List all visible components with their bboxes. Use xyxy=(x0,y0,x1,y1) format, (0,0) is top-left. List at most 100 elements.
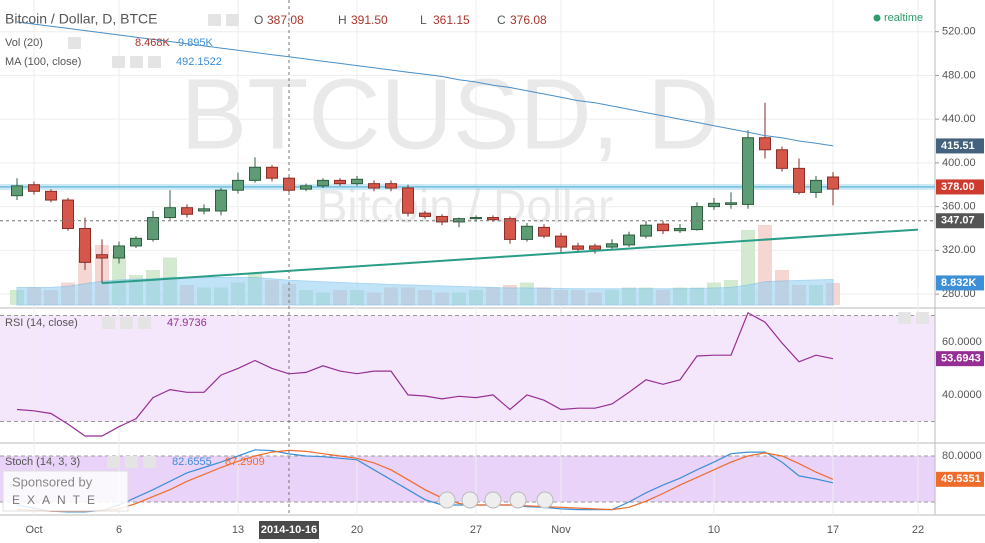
candle-body xyxy=(674,227,686,232)
rsi-line xyxy=(16,311,834,437)
candle-body xyxy=(198,208,210,212)
candle-body xyxy=(62,199,74,229)
x-tick-label: 22 xyxy=(912,524,924,536)
rsi-last: 53.6943 xyxy=(941,353,981,365)
stoch-last: 49.5351 xyxy=(941,473,981,485)
candle-body xyxy=(623,234,635,246)
candle-body xyxy=(776,149,788,169)
candle-body xyxy=(130,237,142,247)
candle-body xyxy=(96,254,108,259)
candle-body xyxy=(45,190,57,201)
ma-last-value: 415.51 xyxy=(941,140,975,152)
candle-body xyxy=(827,176,839,190)
nav-button[interactable] xyxy=(438,491,456,509)
candle-body xyxy=(793,167,805,193)
ohlc-label: H xyxy=(338,13,347,27)
candle-body xyxy=(657,223,669,232)
legend-icon[interactable] xyxy=(107,456,120,468)
candle-body xyxy=(79,227,91,263)
ma-line xyxy=(16,21,834,147)
candle-body xyxy=(334,179,346,185)
stoch-last-badge xyxy=(936,471,984,487)
y-tick-label: 440.00 xyxy=(942,113,976,125)
candle-body xyxy=(147,217,159,240)
candle-body xyxy=(266,166,278,179)
nav-button[interactable] xyxy=(484,491,502,509)
stoch-d-line xyxy=(16,449,834,512)
candle-body xyxy=(640,224,652,237)
y-tick-label: 360.00 xyxy=(942,201,976,213)
legend-icon[interactable] xyxy=(898,312,911,324)
watermark: BTCUSD, D xyxy=(181,58,720,170)
ohlc-value: 391.50 xyxy=(351,13,388,27)
candle-body xyxy=(725,202,737,205)
stoch-k-line xyxy=(16,449,834,513)
legend-icon[interactable] xyxy=(138,317,151,329)
candle-body xyxy=(351,178,363,185)
candle-body xyxy=(368,183,380,189)
rsi-band xyxy=(0,315,935,422)
y-tick-label: 520.00 xyxy=(942,26,976,38)
candle-body xyxy=(555,235,567,248)
ma-last-value-badge xyxy=(936,138,984,154)
sponsor-text: Sponsored by xyxy=(12,474,93,489)
volume-ma-area xyxy=(16,277,834,306)
candle-body xyxy=(708,202,720,208)
ma-legend: MA (100, close) xyxy=(5,56,81,68)
ma-legend-value: 492.1522 xyxy=(176,56,222,68)
candle-body xyxy=(11,185,23,197)
x-tick-label: 6 xyxy=(116,524,122,536)
candle-body xyxy=(810,179,822,193)
candle-body xyxy=(215,189,227,212)
x-tick-label: Oct xyxy=(25,524,42,536)
crosshair-price: 347.07 xyxy=(941,215,975,227)
candle-body xyxy=(164,207,176,219)
x-tick-label: 17 xyxy=(827,524,839,536)
candle-body xyxy=(606,243,618,248)
legend-icon[interactable] xyxy=(102,317,115,329)
ohlc-value: 361.15 xyxy=(433,13,470,27)
candle-body xyxy=(385,183,397,189)
candle-body xyxy=(283,177,295,191)
ohlc-value: 387.08 xyxy=(267,13,304,27)
legend-icon[interactable] xyxy=(130,56,143,68)
stoch-tick-label: 80.0000 xyxy=(942,450,982,462)
sponsor-brand: EXANTE xyxy=(12,493,102,507)
trend-line xyxy=(101,228,919,285)
candle-body xyxy=(113,245,125,259)
x-tick-label: 20 xyxy=(351,524,363,536)
status: realtime xyxy=(884,12,923,24)
nav-button[interactable] xyxy=(461,491,479,509)
legend-icon[interactable] xyxy=(143,456,156,468)
candle-body xyxy=(300,185,312,190)
legend-icon[interactable] xyxy=(916,312,929,324)
crosshair-date-badge xyxy=(259,521,319,539)
rsi-legend: RSI (14, close) xyxy=(5,317,78,329)
legend-icon[interactable] xyxy=(208,14,221,26)
sponsor-box[interactable] xyxy=(2,470,129,512)
legend-icon[interactable] xyxy=(68,37,81,49)
legend-icon[interactable] xyxy=(125,456,138,468)
nav-button[interactable] xyxy=(536,491,554,509)
volume-legend-ma: 9.895K xyxy=(178,37,214,49)
candle-body xyxy=(742,137,754,205)
stoch-legend-k: 82.6555 xyxy=(172,456,212,468)
candle-body xyxy=(521,225,533,240)
candle-body xyxy=(538,226,550,237)
legend-icon[interactable] xyxy=(148,56,161,68)
ohlc-label: O xyxy=(254,13,263,27)
chart-title: Bitcoin / Dollar, D, BTCE xyxy=(5,11,158,27)
legend-icon[interactable] xyxy=(120,317,133,329)
candle-body xyxy=(232,179,244,191)
candle-body xyxy=(589,245,601,250)
candle-body xyxy=(470,217,482,220)
legend-icon[interactable] xyxy=(226,14,239,26)
x-tick-label: Nov xyxy=(551,524,571,536)
ohlc-value: 376.08 xyxy=(510,13,547,27)
watermark-subtitle: Bitcoin / Dollar xyxy=(317,180,614,232)
nav-button[interactable] xyxy=(509,491,527,509)
candle-body xyxy=(317,179,329,187)
legend-icon[interactable] xyxy=(112,56,125,68)
candle-body xyxy=(249,166,261,181)
